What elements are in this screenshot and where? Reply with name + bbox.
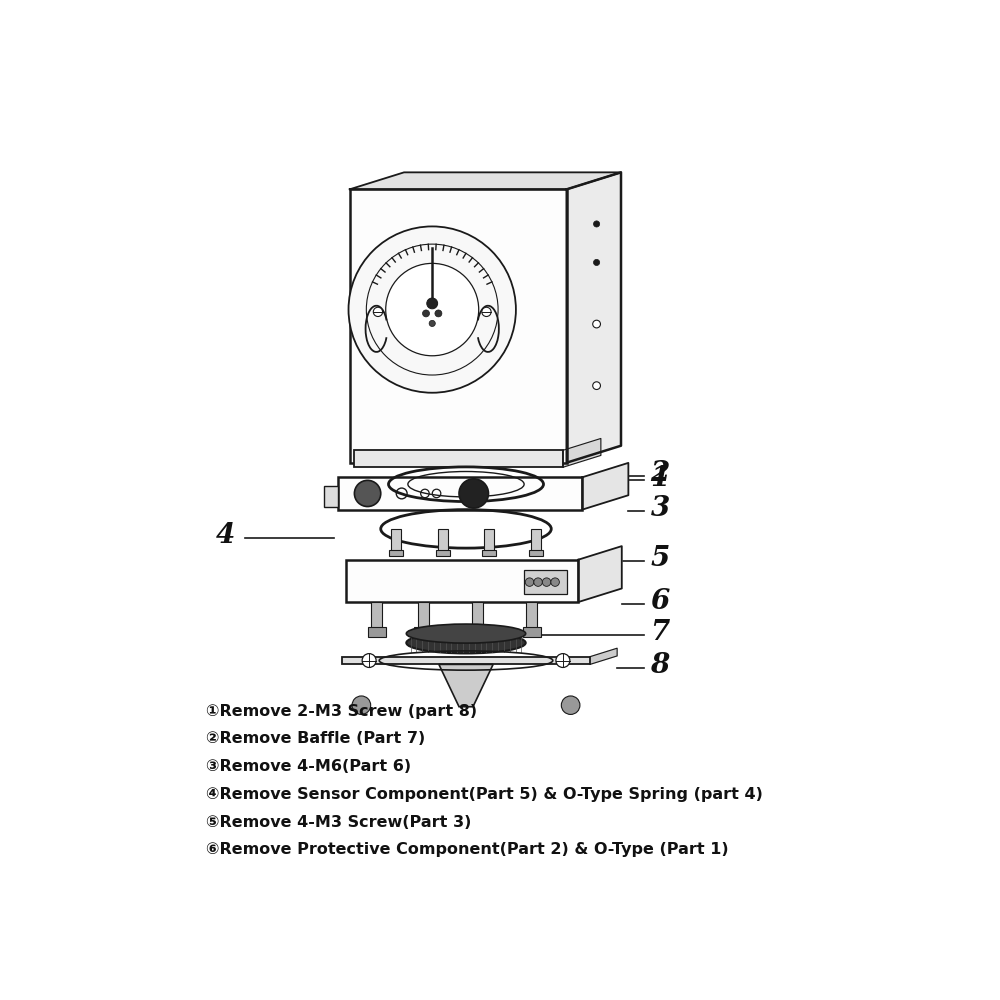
Circle shape (525, 578, 534, 586)
Bar (338, 477, 582, 510)
Circle shape (561, 696, 580, 714)
Bar (389, 550, 403, 556)
Bar (468, 627, 487, 637)
Circle shape (352, 696, 371, 714)
Text: ⑤Remove 4-M3 Screw(Part 3): ⑤Remove 4-M3 Screw(Part 3) (206, 815, 472, 830)
Circle shape (542, 578, 551, 586)
Ellipse shape (406, 624, 526, 643)
Bar (350, 189, 567, 463)
Circle shape (593, 259, 600, 266)
Text: 1: 1 (650, 465, 670, 492)
Polygon shape (590, 648, 617, 664)
Text: 2: 2 (650, 460, 670, 487)
Text: ③Remove 4-M6(Part 6): ③Remove 4-M6(Part 6) (206, 759, 412, 774)
Circle shape (482, 307, 491, 317)
Bar (391, 529, 401, 554)
Circle shape (427, 298, 438, 309)
Text: 8: 8 (650, 652, 670, 679)
Circle shape (354, 480, 381, 507)
Circle shape (423, 310, 429, 317)
Bar (438, 529, 448, 554)
Circle shape (551, 578, 559, 586)
Polygon shape (563, 438, 601, 467)
Polygon shape (567, 172, 621, 463)
Bar (324, 486, 338, 507)
Circle shape (362, 654, 376, 667)
Text: ①Remove 2-M3 Screw (part 8): ①Remove 2-M3 Screw (part 8) (206, 704, 478, 719)
Text: 7: 7 (650, 619, 670, 646)
Bar (414, 627, 433, 637)
Text: 3: 3 (650, 495, 670, 522)
Bar (531, 529, 541, 554)
Bar (484, 529, 494, 554)
Bar (436, 550, 450, 556)
Bar (524, 570, 567, 594)
Circle shape (593, 221, 600, 227)
Bar (526, 602, 537, 629)
Bar (354, 450, 563, 467)
Text: 4: 4 (216, 522, 235, 549)
Circle shape (373, 307, 383, 317)
Polygon shape (578, 546, 622, 602)
Polygon shape (350, 172, 621, 189)
Bar (418, 602, 429, 629)
Text: 5: 5 (650, 545, 670, 572)
Text: ⑥Remove Protective Component(Part 2) & O-Type (Part 1): ⑥Remove Protective Component(Part 2) & O… (206, 842, 729, 857)
Polygon shape (582, 463, 628, 510)
Polygon shape (439, 664, 493, 707)
Text: ②Remove Baffle (Part 7): ②Remove Baffle (Part 7) (206, 731, 426, 746)
Bar (482, 550, 496, 556)
Circle shape (534, 578, 542, 586)
Circle shape (429, 320, 435, 327)
Bar (529, 550, 543, 556)
Bar (346, 560, 578, 602)
Bar (342, 657, 590, 664)
Circle shape (435, 310, 442, 317)
Bar (371, 602, 382, 629)
Circle shape (386, 263, 479, 356)
Circle shape (593, 382, 600, 390)
Text: ④Remove Sensor Component(Part 5) & O-Type Spring (part 4): ④Remove Sensor Component(Part 5) & O-Typ… (206, 787, 763, 802)
Circle shape (349, 226, 516, 393)
Bar (472, 602, 483, 629)
Text: 6: 6 (650, 588, 670, 615)
Circle shape (556, 654, 570, 667)
Bar (368, 627, 386, 637)
Ellipse shape (406, 632, 526, 653)
Circle shape (459, 479, 488, 508)
Circle shape (593, 320, 600, 328)
Bar (523, 627, 541, 637)
